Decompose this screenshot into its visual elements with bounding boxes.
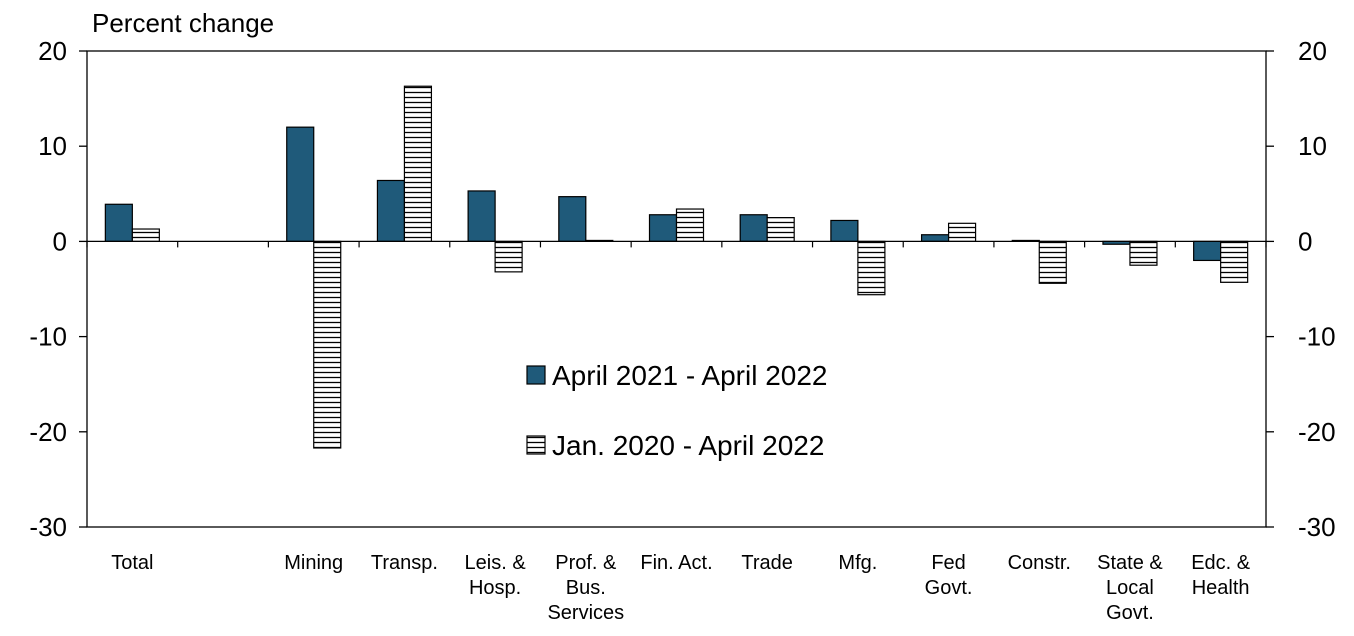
bar bbox=[920, 234, 950, 242]
y2-tick-label: 10 bbox=[1298, 131, 1327, 161]
y-tick-label: 10 bbox=[38, 131, 67, 161]
bar bbox=[313, 240, 342, 449]
legend-swatch bbox=[526, 435, 546, 455]
x-tick-label: Prof. & Bus. Services bbox=[547, 552, 624, 624]
x-tick-label: Leis. & Hosp. bbox=[465, 552, 527, 599]
y-tick-label: 20 bbox=[38, 36, 67, 66]
x-tick-label: Mfg. bbox=[838, 552, 877, 574]
legend-swatch bbox=[526, 365, 546, 385]
bar bbox=[376, 179, 406, 243]
bar bbox=[286, 126, 315, 243]
legend-label: Jan. 2020 - April 2022 bbox=[552, 430, 824, 461]
bar bbox=[1220, 240, 1249, 283]
bar bbox=[947, 222, 977, 242]
y-tick-label: 0 bbox=[53, 226, 67, 256]
x-tick-label: Mining bbox=[284, 552, 343, 574]
y-tick-label: -30 bbox=[29, 512, 67, 542]
chart-title: Percent change bbox=[92, 8, 274, 38]
y-tick-label: -10 bbox=[29, 322, 67, 352]
x-tick-label: Constr. bbox=[1008, 552, 1071, 574]
x-tick-label: State & Local Govt. bbox=[1097, 552, 1163, 624]
bar bbox=[648, 214, 678, 243]
x-tick-label: Transp. bbox=[371, 552, 438, 574]
bar bbox=[1193, 240, 1222, 262]
bar bbox=[675, 208, 705, 242]
x-tick-label: Edc. & Health bbox=[1191, 552, 1251, 599]
bar bbox=[467, 190, 496, 243]
bar bbox=[104, 203, 133, 243]
bar bbox=[739, 214, 768, 243]
bar bbox=[494, 240, 523, 273]
x-tick-label: Fin. Act. bbox=[640, 552, 712, 574]
bar bbox=[766, 217, 795, 243]
y2-tick-label: -10 bbox=[1298, 322, 1336, 352]
x-tick-label: Total bbox=[111, 552, 153, 574]
y2-tick-label: 0 bbox=[1298, 226, 1312, 256]
bar bbox=[1038, 240, 1067, 284]
bar bbox=[1129, 240, 1158, 266]
y2-tick-label: 20 bbox=[1298, 36, 1327, 66]
y-tick-label: -20 bbox=[29, 417, 67, 447]
bar bbox=[830, 219, 859, 242]
bar bbox=[857, 240, 886, 296]
legend-label: April 2021 - April 2022 bbox=[552, 360, 828, 391]
x-tick-label: Trade bbox=[741, 552, 793, 574]
y2-tick-label: -30 bbox=[1298, 512, 1336, 542]
bar bbox=[558, 196, 587, 243]
bar bbox=[131, 228, 160, 243]
bar bbox=[403, 85, 433, 242]
plot-frame bbox=[86, 50, 1267, 528]
x-tick-label: Fed Govt. bbox=[925, 552, 973, 599]
y2-tick-label: -20 bbox=[1298, 417, 1336, 447]
